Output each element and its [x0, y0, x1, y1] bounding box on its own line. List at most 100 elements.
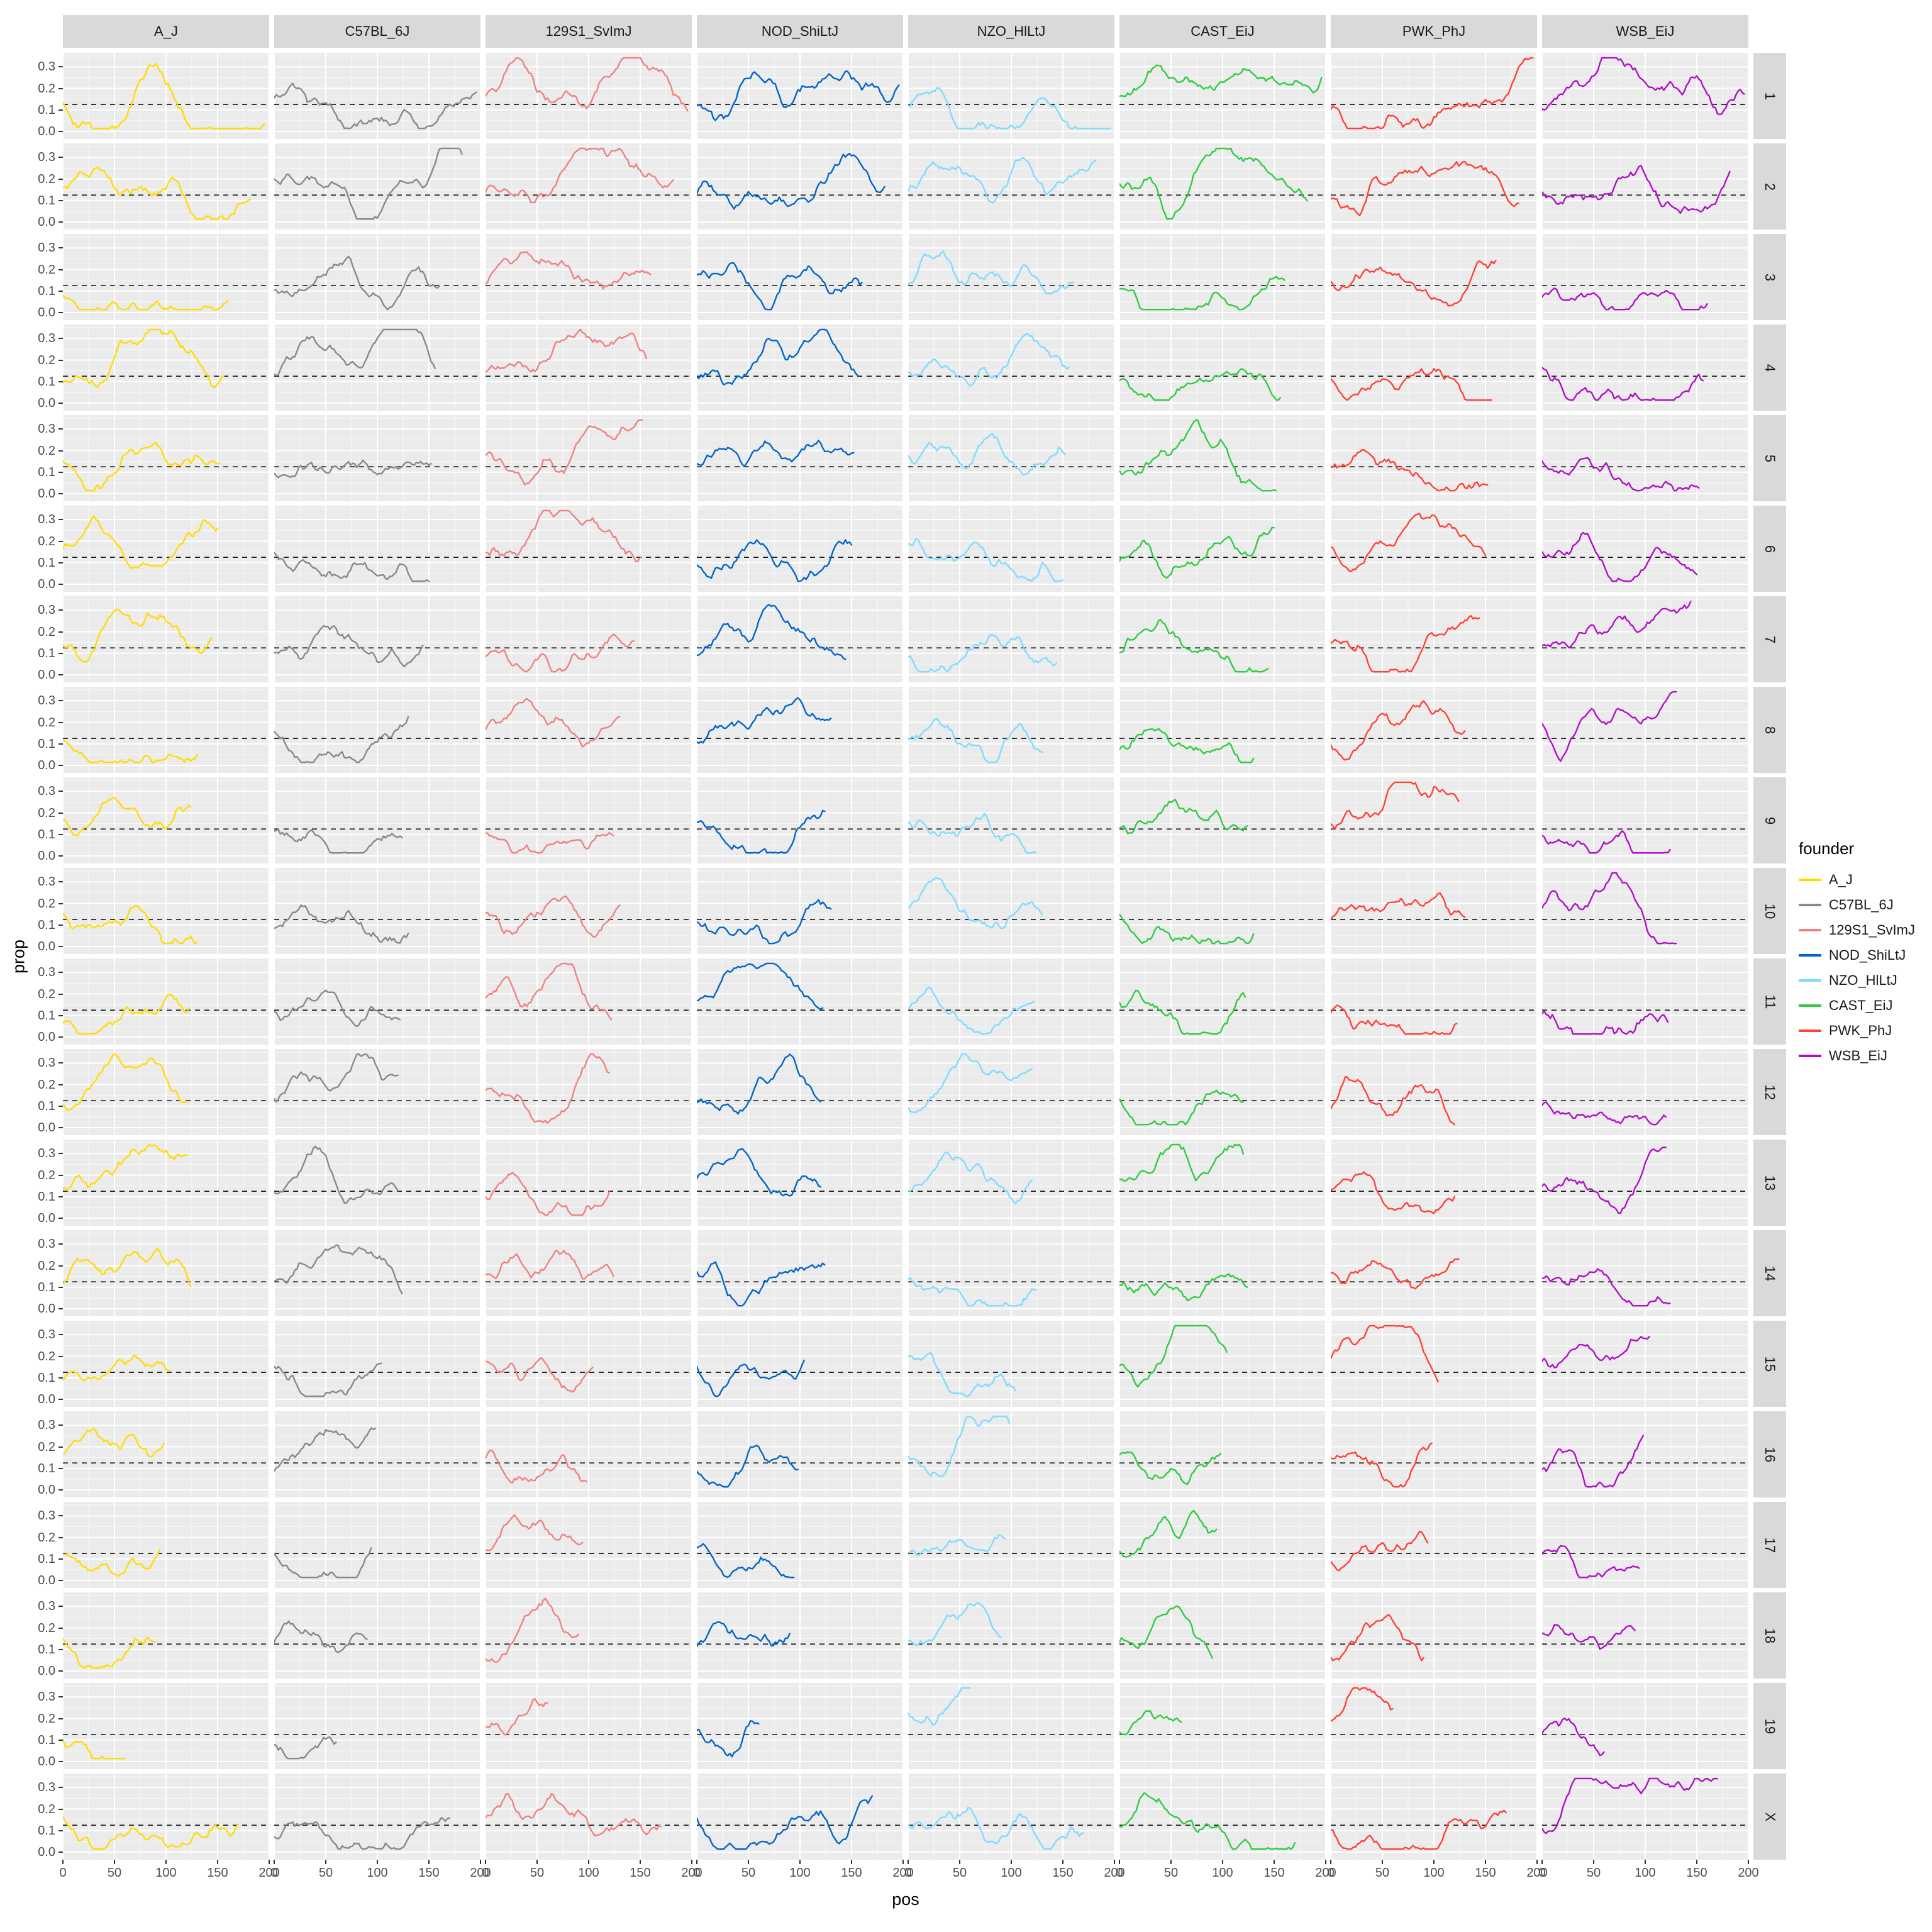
panel-NOD_ShiLtJ-chr4 — [697, 325, 903, 411]
x-tick-mark — [428, 1860, 430, 1864]
panel-WSB_EiJ-chr15 — [1542, 1321, 1748, 1407]
x-tick-mark — [1696, 1860, 1697, 1864]
panel-A_J-chr10 — [63, 868, 269, 954]
panel-A_J-chr7 — [63, 596, 269, 682]
y-tick-mark — [58, 721, 63, 723]
panel-plot-C57BL_6J-chr15 — [274, 1321, 480, 1407]
panel-plot-A_J-chr14 — [63, 1230, 269, 1316]
panel-NZO_HlLtJ-chr8 — [908, 687, 1114, 773]
y-tick-mark — [58, 1355, 63, 1357]
panel-129S1_SvImJ-chr13 — [486, 1140, 692, 1226]
panel-plot-CAST_EiJ-chr7 — [1119, 596, 1326, 682]
panel-plot-WSB_EiJ-chr15 — [1542, 1321, 1748, 1407]
panel-plot-C57BL_6J-chr6 — [274, 506, 480, 592]
panel-WSB_EiJ-chr1 — [1542, 53, 1748, 139]
facet-row-label: 5 — [1762, 454, 1778, 462]
panel-A_J-chr6 — [63, 506, 269, 592]
panel-plot-A_J-chr10 — [63, 868, 269, 954]
x-tick-mark — [908, 1860, 909, 1864]
facet-row-strip-X: X — [1753, 1774, 1786, 1860]
panel-plot-WSB_EiJ-chr9 — [1542, 777, 1748, 863]
panel-WSB_EiJ-chr10 — [1542, 868, 1748, 954]
panel-NZO_HlLtJ-chr9 — [908, 777, 1114, 863]
y-tick-mark — [58, 700, 63, 702]
x-tick-mark — [1114, 1860, 1115, 1864]
panel-plot-WSB_EiJ-chr18 — [1542, 1592, 1748, 1679]
panel-plot-NZO_HlLtJ-chr1 — [908, 53, 1114, 139]
panel-plot-NOD_ShiLtJ-chr13 — [697, 1140, 903, 1226]
y-tick-label: 0.1 — [38, 193, 55, 208]
panel-A_J-chr1 — [63, 53, 269, 139]
panel-PWK_PhJ-chr13 — [1331, 1140, 1537, 1226]
panel-NZO_HlLtJ-chr1 — [908, 53, 1114, 139]
y-tick-mark — [58, 1489, 63, 1491]
panel-plot-PWK_PhJ-chr19 — [1331, 1683, 1537, 1769]
y-tick-mark — [58, 1648, 63, 1650]
panel-CAST_EiJ-chr11 — [1119, 958, 1326, 1045]
panel-CAST_EiJ-chr15 — [1119, 1321, 1326, 1407]
y-tick-label: 0.3 — [38, 1690, 55, 1704]
y-tick-mark — [58, 269, 63, 270]
panel-plot-NZO_HlLtJ-chr3 — [908, 234, 1114, 320]
panel-plot-NZO_HlLtJ-chr13 — [908, 1140, 1114, 1226]
y-tick-mark — [58, 380, 63, 382]
panel-A_J-chr12 — [63, 1049, 269, 1135]
panel-129S1_SvImJ-chr2 — [486, 143, 692, 230]
panel-PWK_PhJ-chr15 — [1331, 1321, 1537, 1407]
legend-item-A_J: A_J — [1799, 867, 1932, 892]
panel-plot-PWK_PhJ-chr18 — [1331, 1592, 1537, 1679]
y-tick-mark — [58, 493, 63, 494]
facet-row-label: 11 — [1762, 994, 1778, 1009]
panel-129S1_SvImJ-chr5 — [486, 415, 692, 501]
facet-row-label: 3 — [1762, 273, 1778, 281]
panel-CAST_EiJ-chr7 — [1119, 596, 1326, 682]
y-tick-mark — [58, 1218, 63, 1219]
panel-plot-CAST_EiJ-chr14 — [1119, 1230, 1326, 1316]
x-tick-label: 0 — [270, 1866, 278, 1880]
y-tick-mark — [58, 1286, 63, 1288]
panel-plot-PWK_PhJ-chr10 — [1331, 868, 1537, 954]
panel-plot-C57BL_6J-chr14 — [274, 1230, 480, 1316]
x-tick-mark — [1382, 1860, 1383, 1864]
panel-plot-A_J-chr18 — [63, 1592, 269, 1679]
panel-A_J-chr13 — [63, 1140, 269, 1226]
panel-plot-NZO_HlLtJ-chr12 — [908, 1049, 1114, 1135]
panel-plot-NOD_ShiLtJ-chr14 — [697, 1230, 903, 1316]
x-tick-mark — [902, 1860, 904, 1864]
y-tick-label: 0.2 — [38, 1168, 55, 1182]
panel-CAST_EiJ-chr10 — [1119, 868, 1326, 954]
panel-plot-A_J-chr17 — [63, 1502, 269, 1588]
panel-plot-NOD_ShiLtJ-chr6 — [697, 506, 903, 592]
panel-NOD_ShiLtJ-chr13 — [697, 1140, 903, 1226]
y-tick-mark — [58, 743, 63, 745]
y-tick-mark — [58, 519, 63, 521]
panel-129S1_SvImJ-chr4 — [486, 325, 692, 411]
legend-key-line — [1799, 979, 1821, 982]
panel-plot-NOD_ShiLtJ-chr12 — [697, 1049, 903, 1135]
panel-CAST_EiJ-chr4 — [1119, 325, 1326, 411]
y-tick-mark — [58, 1424, 63, 1426]
x-tick-label: 200 — [681, 1866, 702, 1880]
panel-WSB_EiJ-chr3 — [1542, 234, 1748, 320]
y-tick-mark — [58, 1153, 63, 1155]
panel-plot-PWK_PhJ-chr6 — [1331, 506, 1537, 592]
panel-plot-129S1_SvImJ-chr14 — [486, 1230, 692, 1316]
panel-plot-129S1_SvImJ-chr11 — [486, 958, 692, 1045]
legend-items: A_J C57BL_6J 129S1_SvImJ NOD_ShiLtJ NZO_HlLt… — [1799, 867, 1932, 1069]
facet-row-strip-18: 18 — [1753, 1592, 1786, 1679]
x-tick-mark — [1536, 1860, 1538, 1864]
panel-plot-129S1_SvImJ-chr18 — [486, 1592, 692, 1679]
facet-row-label: 6 — [1762, 545, 1778, 553]
panel-plot-WSB_EiJ-chr16 — [1542, 1411, 1748, 1497]
panel-NOD_ShiLtJ-chrX — [697, 1774, 903, 1860]
x-tick-label: 0 — [1538, 1866, 1546, 1880]
y-tick-label: 0.2 — [38, 1349, 55, 1363]
y-tick-mark — [58, 855, 63, 857]
y-tick-label: 0.1 — [38, 1008, 55, 1023]
x-tick-mark — [799, 1860, 801, 1864]
y-tick-label: 0.0 — [38, 668, 55, 682]
panel-plot-PWK_PhJ-chr13 — [1331, 1140, 1537, 1226]
panel-A_J-chr2 — [63, 143, 269, 230]
x-tick-mark — [1748, 1860, 1749, 1864]
legend-item-label: C57BL_6J — [1829, 896, 1894, 913]
